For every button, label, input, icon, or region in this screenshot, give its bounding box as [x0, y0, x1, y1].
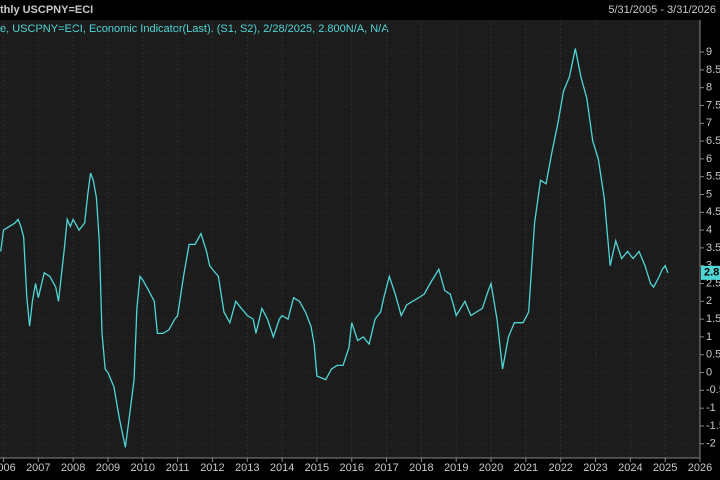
y-tick-label: 2 — [706, 295, 712, 307]
y-tick-label: -1 — [706, 402, 716, 414]
x-tick-label: 2026 — [688, 462, 712, 474]
y-tick-label: 4.5 — [706, 206, 720, 218]
x-tick-label: 2021 — [514, 462, 538, 474]
x-tick-label: 2022 — [548, 462, 572, 474]
plot-area — [0, 20, 700, 458]
x-tick-label: 2016 — [339, 462, 363, 474]
x-tick-label: 2024 — [618, 462, 642, 474]
y-tick-label: 7.5 — [706, 99, 720, 111]
last-value-tag — [701, 265, 720, 280]
y-tick-label: -1.5 — [706, 420, 720, 432]
y-tick-label: 4 — [706, 224, 712, 236]
x-tick-label: 2007 — [26, 462, 50, 474]
y-tick-label: 5 — [706, 188, 712, 200]
x-tick-label: 2025 — [653, 462, 677, 474]
chart-title: thly USCPNY=ECI — [0, 4, 93, 16]
x-tick-label: 2011 — [166, 462, 190, 474]
x-tick-label: 2013 — [235, 462, 259, 474]
x-tick-label: 2010 — [131, 462, 155, 474]
legend-entry: e, USCPNY=ECI, Economic Indicator(Last),… — [0, 23, 389, 35]
y-tick-label: 5.5 — [706, 171, 720, 183]
y-tick-label: 6.5 — [706, 135, 720, 147]
x-tick-label: 2020 — [479, 462, 503, 474]
y-tick-label: 9 — [706, 46, 712, 58]
x-tick-label: 2023 — [583, 462, 607, 474]
y-tick-label: -0.5 — [706, 384, 720, 396]
x-tick-label: 2017 — [374, 462, 398, 474]
x-tick-label: 2008 — [61, 462, 85, 474]
y-tick-label: 1.5 — [706, 313, 720, 325]
y-tick-label: -2 — [706, 438, 716, 450]
x-tick-label: 2006 — [0, 462, 16, 474]
x-tick-label: 2018 — [409, 462, 433, 474]
x-tick-label: 2012 — [200, 462, 224, 474]
y-tick-label: 7 — [706, 117, 712, 129]
x-tick-label: 2019 — [444, 462, 468, 474]
date-range: 5/31/2005 - 3/31/2026 — [608, 4, 716, 16]
y-tick-label: 3.5 — [706, 242, 720, 254]
x-tick-label: 2015 — [305, 462, 329, 474]
y-tick-label: 0 — [706, 366, 712, 378]
y-tick-label: 8 — [706, 82, 712, 94]
y-tick-label: 2.5 — [706, 277, 720, 289]
series-line — [0, 48, 669, 448]
y-tick-label: 8.5 — [706, 64, 720, 76]
x-tick-label: 2009 — [96, 462, 120, 474]
y-tick-label: 3 — [706, 260, 712, 272]
x-tick-label: 2014 — [270, 462, 294, 474]
y-tick-label: 6 — [706, 153, 712, 165]
y-tick-label: 0.5 — [706, 349, 720, 361]
last-value-label: 2.8 — [704, 267, 719, 279]
y-tick-label: 1 — [706, 331, 712, 343]
